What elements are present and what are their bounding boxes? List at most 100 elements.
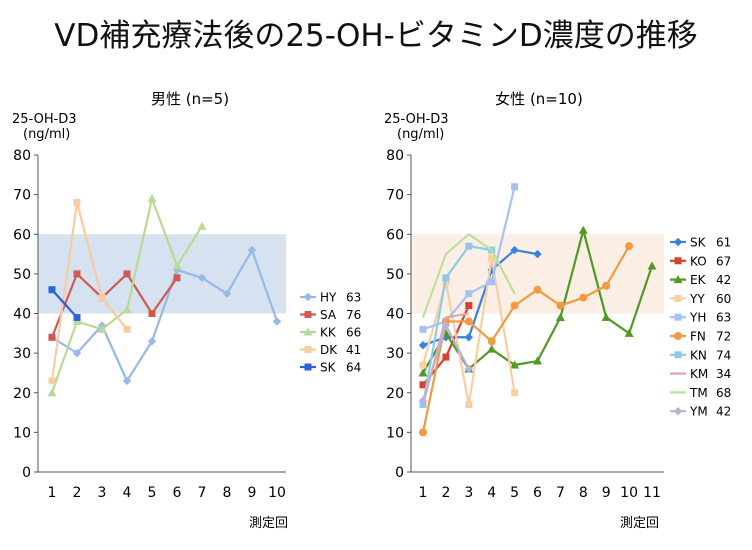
male-legend-age: 63 [346, 291, 361, 305]
female-x-tick-label: 5 [510, 485, 519, 501]
male-data-point [172, 261, 182, 270]
female-legend-name: YM [689, 405, 708, 419]
male-data-point [48, 286, 56, 294]
male-legend-name: HY [320, 291, 337, 305]
female-data-point [533, 356, 542, 365]
male-data-point [197, 273, 207, 283]
female-legend-age: 60 [716, 292, 731, 306]
female-legend-age: 42 [716, 273, 731, 287]
male-data-point [147, 337, 157, 346]
male-y-tick-label: 10 [13, 425, 31, 441]
male-x-tick-label: 8 [223, 485, 232, 501]
female-data-point [441, 321, 451, 330]
female-series-ym [418, 321, 473, 405]
male-data-point [197, 221, 207, 230]
male-legend-marker [304, 363, 312, 371]
male-data-point [147, 194, 157, 203]
female-x-tick-label: 10 [620, 485, 638, 501]
male-x-tick-label: 9 [248, 485, 257, 501]
male-data-point [148, 310, 156, 317]
female-data-point [465, 290, 473, 298]
male-data-point [48, 377, 56, 385]
male-x-tick-label: 1 [48, 485, 57, 501]
male-x-tick-label: 3 [98, 485, 107, 501]
male-x-tick-label: 2 [73, 485, 82, 501]
female-legend-name: EK [690, 273, 707, 287]
male-series-kk [47, 194, 207, 397]
female-data-point [465, 401, 473, 409]
female-legend-marker [674, 332, 682, 340]
female-data-point [510, 360, 520, 369]
male-x-tick-label: 10 [268, 485, 286, 501]
female-data-point [578, 225, 588, 234]
female-legend-age: 63 [716, 311, 731, 325]
female-data-point [442, 274, 450, 282]
male-series-sk [48, 286, 81, 321]
female-legend-item: YM 42 [670, 405, 731, 419]
female-legend-marker [673, 407, 683, 416]
male-legend-name: DK [320, 343, 338, 357]
male-legend-age: 76 [346, 308, 361, 322]
male-legend-item: HY 63 [300, 291, 361, 305]
male-data-point [98, 294, 106, 302]
female-x-tick-label: 2 [441, 485, 450, 501]
female-y-tick-label: 70 [386, 188, 404, 204]
male-data-point [73, 199, 81, 207]
female-x-label: 測定回 [620, 516, 659, 531]
female-legend-marker [673, 275, 683, 284]
female-data-point [465, 302, 473, 310]
male-data-point [272, 317, 282, 326]
female-data-point [533, 249, 542, 259]
male-legend-age: 41 [346, 343, 361, 357]
male-y-tick-label: 50 [13, 267, 31, 283]
female-chart-title: 女性 (n=10) [495, 90, 583, 108]
male-legend-item: KK 66 [300, 326, 361, 340]
female-data-point [579, 293, 588, 302]
male-data-point [123, 325, 131, 333]
male-y-tick-label: 20 [13, 386, 31, 402]
male-data-point [123, 270, 131, 278]
male-legend-item: SA 76 [300, 308, 361, 322]
female-legend-name: FN [690, 330, 706, 344]
female-legend-age: 61 [716, 236, 731, 250]
female-data-point [419, 361, 427, 369]
female-legend-marker [674, 313, 682, 321]
female-x-tick-label: 3 [464, 485, 473, 501]
female-legend-item: TM 68 [670, 386, 731, 400]
female-legend-age: 34 [716, 367, 731, 381]
female-legend-marker [674, 351, 682, 359]
male-series-dk [48, 199, 131, 385]
male-x-tick-label: 7 [198, 485, 207, 501]
female-data-point [601, 312, 611, 321]
male-legend-marker [303, 292, 313, 302]
female-legend-age: 72 [716, 330, 731, 344]
female-legend-item: KO 67 [670, 254, 731, 268]
female-data-point [487, 344, 497, 353]
female-data-point [510, 245, 519, 255]
female-x-tick-label: 9 [602, 485, 611, 501]
female-data-point [556, 301, 565, 310]
female-legend-name: TM [689, 386, 708, 400]
female-legend-marker [673, 237, 683, 247]
female-x-tick-label: 6 [533, 485, 542, 501]
female-y-tick-label: 0 [395, 465, 404, 481]
female-y-tick-label: 30 [386, 346, 404, 362]
male-legend-item: DK 41 [300, 343, 361, 357]
female-y-tick-label: 60 [386, 227, 404, 243]
female-data-point [418, 368, 428, 377]
female-legend-name: KN [690, 348, 707, 362]
male-data-point [172, 265, 182, 275]
male-y-tick-label: 30 [13, 346, 31, 362]
male-series-line [50, 272, 178, 338]
female-data-point [625, 242, 634, 251]
female-legend-item: SK 61 [670, 236, 731, 250]
male-data-point [122, 305, 132, 314]
male-data-point [222, 289, 232, 298]
male-legend-marker [304, 346, 312, 353]
male-x-tick-label: 5 [148, 485, 157, 501]
female-data-point [419, 325, 427, 333]
female-legend-age: 74 [716, 348, 731, 362]
female-y-tick-label: 80 [386, 148, 404, 164]
female-data-point [418, 396, 428, 405]
